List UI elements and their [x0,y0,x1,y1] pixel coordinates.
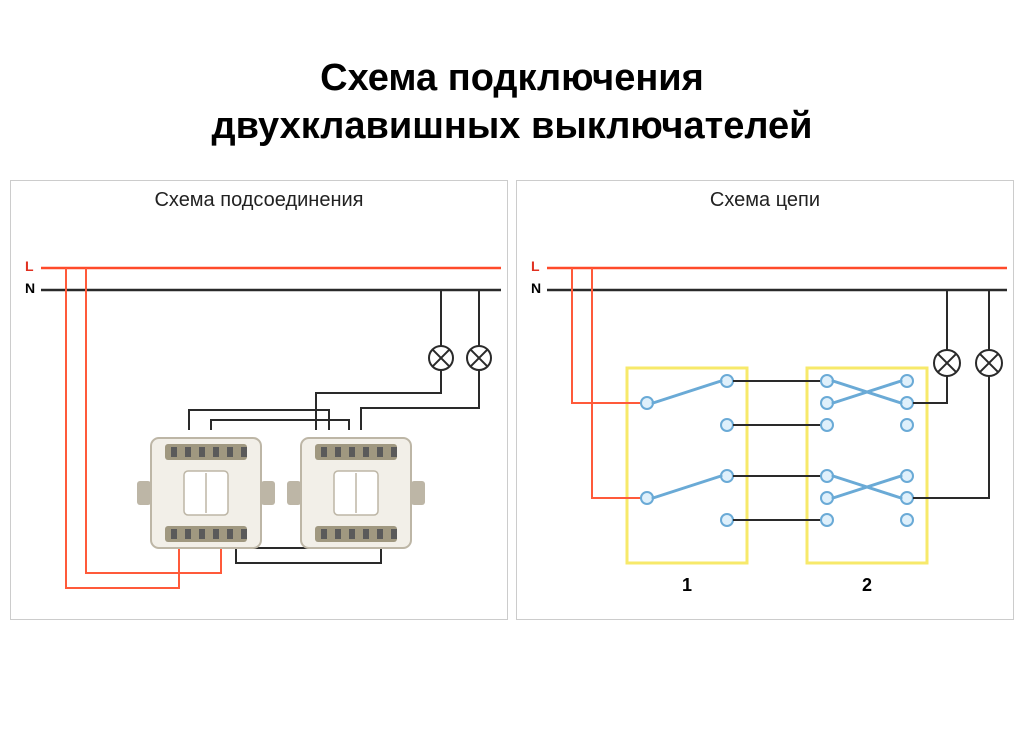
right-diagram: L N 12 [517,218,1013,618]
svg-text:1: 1 [682,575,692,595]
svg-text:2: 2 [862,575,872,595]
left-diagram: L N [11,218,507,618]
title-line-1: Схема подключения [320,57,704,99]
panel-right-title: Схема цепи [517,181,1013,218]
right-svg: 12 [517,218,1017,618]
title-line-2: двухклавишных выключателей [211,105,812,147]
panel-circuit: Схема цепи L N 12 [516,180,1014,620]
panel-left-title: Схема подсоединения [11,181,507,218]
panel-connection: Схема подсоединения L N [10,180,508,620]
panels-row: Схема подсоединения L N Схема цепи L N 1… [0,180,1024,620]
left-svg [11,218,511,618]
main-title: Схема подключения двухклавишных выключат… [0,0,1024,180]
